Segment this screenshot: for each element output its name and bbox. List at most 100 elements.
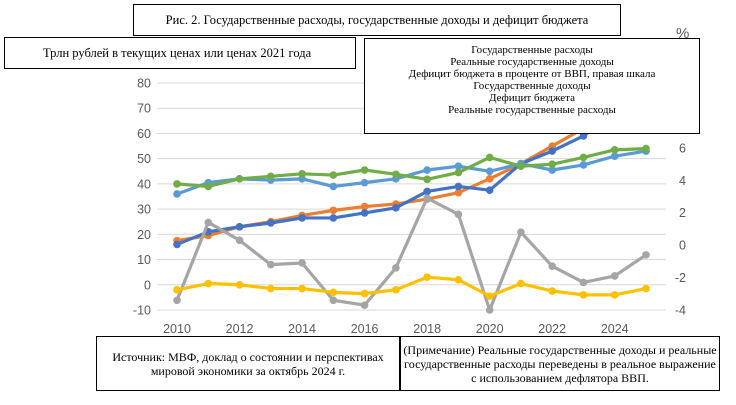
series-4 [173, 194, 650, 314]
data-point [298, 170, 306, 178]
data-point [579, 132, 588, 140]
data-point [235, 236, 244, 245]
data-point [485, 186, 494, 194]
data-point [610, 272, 619, 280]
data-point [454, 182, 463, 191]
y2-tick-label: -4 [675, 304, 686, 318]
data-point [548, 166, 556, 174]
data-point [204, 218, 213, 227]
data-point [642, 251, 650, 259]
series [173, 79, 650, 314]
data-point [485, 306, 494, 314]
data-point [298, 259, 306, 267]
legend-item: Реальные государственные расходы [448, 104, 616, 116]
legend-item: Государственные расходы [471, 44, 593, 56]
data-point [485, 153, 494, 162]
series-line [176, 91, 647, 246]
data-point [267, 172, 275, 181]
data-point [360, 209, 369, 217]
footnote: (Примечание) Реальные государственные до… [400, 336, 720, 391]
data-point [423, 175, 431, 184]
data-point [454, 168, 463, 177]
data-point [267, 284, 275, 293]
data-point [485, 175, 494, 183]
y-tick-label: 20 [137, 228, 151, 242]
data-point [360, 178, 369, 187]
y-tick-label: 40 [137, 177, 151, 191]
x-tick-label: 2018 [413, 322, 441, 336]
data-point [548, 147, 556, 155]
data-point [517, 162, 525, 171]
y-tick-label: 80 [137, 77, 151, 91]
data-point [329, 206, 338, 215]
chart-title-text: Рис. 2. Государственные расходы, государ… [165, 13, 589, 27]
data-point [360, 202, 369, 211]
data-point [548, 262, 556, 271]
data-point [454, 162, 463, 171]
data-point [610, 291, 619, 299]
data-point [454, 275, 463, 284]
y2-tick-label: 4 [679, 174, 686, 188]
y-tick-label: -10 [133, 304, 151, 318]
data-point [392, 204, 400, 212]
data-point [360, 166, 369, 174]
right-axis-unit: % [676, 25, 690, 42]
footnote-text: (Примечание) Реальные государственные до… [403, 342, 717, 385]
data-point [267, 260, 275, 269]
data-point [485, 292, 494, 300]
data-point [485, 167, 494, 176]
source-note: Источник: МВФ, доклад о состоянии и перс… [96, 336, 400, 391]
y2-tick-label: 6 [679, 141, 686, 155]
x-tick-label: 2010 [163, 322, 191, 336]
data-point [173, 240, 181, 249]
data-point [454, 188, 463, 197]
x-axis: 2010 2012 2014 2016 2018 2020 2022 2024 [163, 322, 629, 336]
data-point [610, 152, 619, 160]
data-point [329, 288, 338, 297]
data-point [360, 301, 369, 309]
series-line [176, 275, 647, 298]
data-point [329, 296, 338, 305]
data-point [329, 214, 338, 222]
legend-item: Реальные государственные доходы [450, 56, 614, 68]
data-point [423, 187, 431, 196]
data-point [392, 170, 400, 179]
legend-item: Дефицит бюджета в проценте от ВВП, права… [408, 68, 656, 80]
x-tick-label: 2016 [351, 322, 379, 336]
data-point [454, 210, 463, 219]
data-point [298, 214, 306, 222]
data-point [392, 286, 400, 294]
source-text: Источник: МВФ, доклад о состоянии и перс… [112, 349, 384, 378]
y2-tick-label: 2 [679, 206, 686, 220]
data-point [423, 166, 431, 174]
series-line [176, 146, 647, 189]
y-tick-label: 10 [137, 253, 151, 267]
y-tick-label: 60 [137, 127, 151, 141]
data-point [548, 287, 556, 295]
y-tick-label: 50 [137, 152, 151, 166]
series-line [175, 196, 647, 312]
data-point [329, 171, 338, 179]
series-line [176, 149, 647, 196]
series-3 [173, 144, 650, 191]
series-2 [173, 147, 650, 198]
data-point [548, 160, 556, 169]
data-point [517, 279, 525, 288]
legend: Государственные расходы Реальные государ… [364, 38, 700, 134]
data-point [204, 279, 213, 288]
data-point [298, 284, 306, 293]
data-point [173, 286, 181, 294]
y-axis-left: -10 0 10 20 30 40 50 60 70 80 [133, 77, 151, 318]
data-point [329, 182, 338, 191]
unit-label: Трлн рублей в текущих ценах или ценах 20… [43, 46, 312, 60]
data-point [642, 144, 650, 153]
y-tick-label: 30 [137, 203, 151, 217]
data-point [579, 278, 588, 287]
x-tick-label: 2014 [288, 322, 316, 336]
data-point [392, 264, 400, 272]
chart-title: Рис. 2. Государственные расходы, государ… [133, 4, 621, 36]
x-tick-label: 2020 [476, 322, 504, 336]
data-point [642, 284, 650, 293]
x-tick-label: 2022 [538, 322, 566, 336]
